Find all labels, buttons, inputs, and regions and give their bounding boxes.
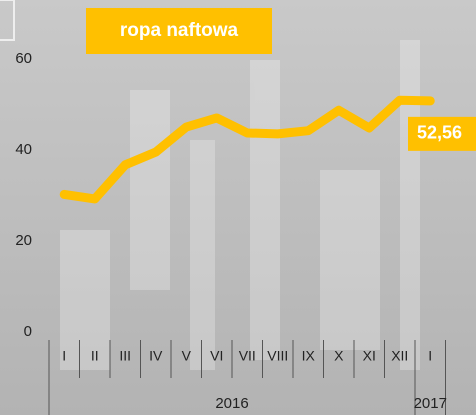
y-tick-label: 0 [24,323,32,340]
line [59,95,435,204]
value-label-box [408,116,476,151]
y-tick-label: 60 [15,50,32,67]
background-pattern [60,40,420,370]
y-tick-label: 40 [15,141,32,158]
x-tick-label: VIII [267,348,288,364]
y-tick-label: 20 [15,232,32,249]
x-tick-label: XII [391,348,408,364]
x-tick-label: II [91,348,99,364]
x-tick-label: IX [302,348,316,364]
x-tick-label: VII [239,348,256,364]
frame [0,0,15,41]
year-label: 2016 [215,395,248,412]
x-tick-label: I [428,348,432,364]
title-box [86,8,272,54]
x-tick-label: IV [149,348,163,364]
x-tick-label: III [119,348,131,364]
year-label: 2017 [414,395,447,412]
x-tick-label: V [182,348,192,364]
chart-title: ropa naftowa [120,20,239,41]
x-tick-label: VI [210,348,223,364]
x-tick-label: I [62,348,66,364]
x-tick-label: X [334,348,344,364]
value-label: 52,56 [417,123,462,143]
x-tick-label: XI [363,348,376,364]
